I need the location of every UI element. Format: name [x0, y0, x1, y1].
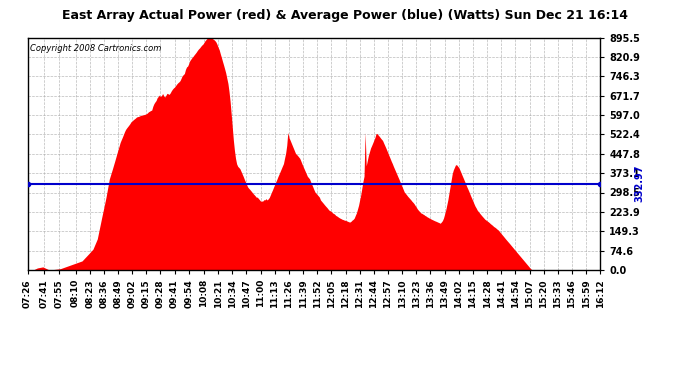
Text: 332.97: 332.97 [634, 165, 644, 202]
Text: Copyright 2008 Cartronics.com: Copyright 2008 Cartronics.com [30, 45, 162, 54]
Text: East Array Actual Power (red) & Average Power (blue) (Watts) Sun Dec 21 16:14: East Array Actual Power (red) & Average … [62, 9, 628, 22]
